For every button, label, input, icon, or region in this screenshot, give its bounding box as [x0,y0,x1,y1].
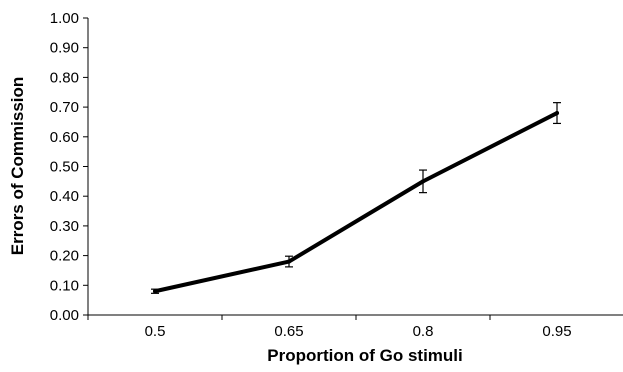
x-tick-label: 0.8 [413,323,434,340]
y-tick-label: 0.30 [50,218,79,235]
series-line [153,111,559,294]
x-axis-title: Proportion of Go stimuli [267,346,462,365]
x-tick-label: 0.65 [274,323,303,340]
x-tick-label: 0.95 [542,323,571,340]
y-tick-label: 1.00 [50,10,79,27]
y-tick-label: 0.80 [50,69,79,86]
y-tick-label: 0.50 [50,159,79,176]
y-tick-label: 0.00 [50,307,79,324]
series-errors-of-commission [151,102,561,294]
data-point [555,111,559,116]
x-tick-label: 0.5 [145,323,166,340]
y-tick-label: 0.40 [50,188,79,205]
y-tick-label: 0.90 [50,40,79,57]
y-tick-label: 0.20 [50,248,79,265]
x-axis: 0.5 0.65 0.8 0.95 [87,314,623,340]
y-tick-label: 0.70 [50,99,79,116]
y-axis: 0.00 0.10 0.20 0.30 0.40 0.50 0.60 0.70 0.80 0.90… [50,10,89,324]
data-point [153,289,157,294]
y-axis-title: Errors of Commission [8,77,27,256]
y-tick-label: 0.60 [50,129,79,146]
data-point [287,259,291,264]
y-tick-label: 0.10 [50,277,79,294]
data-point [421,179,425,184]
